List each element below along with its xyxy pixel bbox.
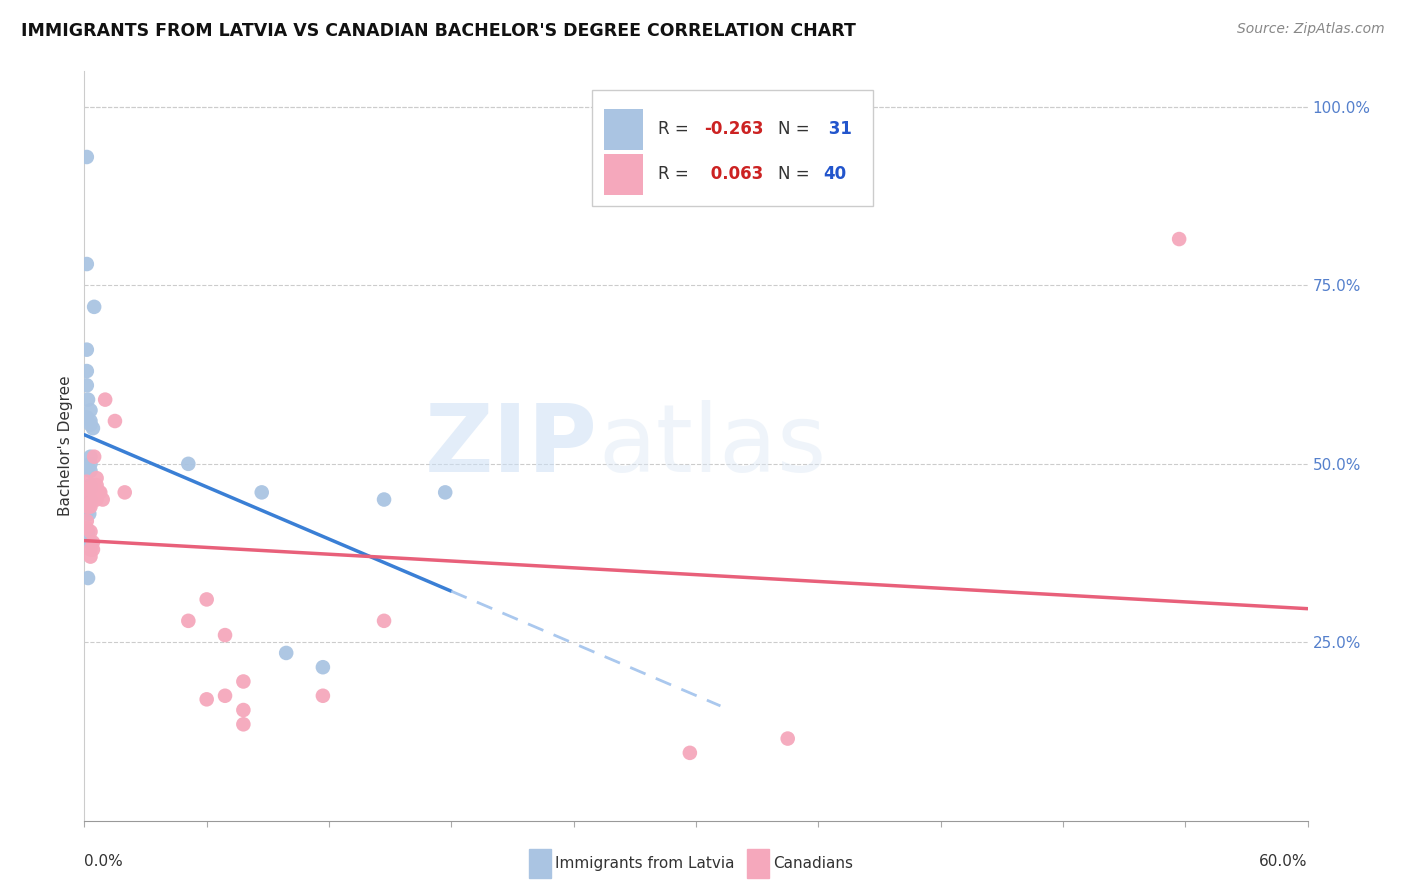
Point	[94, 392, 117, 407]
Point	[79, 450, 101, 464]
Point	[76, 257, 98, 271]
Text: -0.263: -0.263	[704, 120, 763, 138]
Text: IMMIGRANTS FROM LATVIA VS CANADIAN BACHELOR'S DEGREE CORRELATION CHART: IMMIGRANTS FROM LATVIA VS CANADIAN BACHE…	[21, 22, 856, 40]
Point	[76, 378, 98, 392]
Point	[79, 535, 101, 549]
Point	[250, 485, 273, 500]
Point	[86, 471, 108, 485]
Text: R =: R =	[658, 165, 695, 184]
Point	[77, 500, 100, 514]
Point	[373, 492, 395, 507]
Point	[89, 485, 111, 500]
Point	[76, 364, 98, 378]
Point	[79, 457, 101, 471]
Text: 0.0%: 0.0%	[84, 855, 124, 870]
Point	[76, 343, 98, 357]
Point	[312, 689, 335, 703]
Point	[276, 646, 298, 660]
Point	[232, 717, 254, 731]
Point	[195, 592, 218, 607]
Point	[79, 524, 101, 539]
Point	[76, 410, 98, 425]
Point	[77, 524, 100, 539]
Point	[79, 542, 101, 557]
Point	[79, 414, 101, 428]
Point	[79, 482, 101, 496]
Text: 60.0%: 60.0%	[1260, 855, 1308, 870]
Point	[232, 674, 254, 689]
Point	[114, 485, 136, 500]
Point	[195, 692, 218, 706]
Point	[77, 500, 100, 514]
Point	[232, 703, 254, 717]
Bar	[592, 90, 873, 206]
Point	[79, 492, 101, 507]
Point	[76, 500, 98, 514]
Text: Immigrants from Latvia: Immigrants from Latvia	[555, 856, 735, 871]
Point	[79, 464, 101, 478]
Point	[82, 542, 104, 557]
Text: N =: N =	[778, 165, 815, 184]
Point	[776, 731, 799, 746]
Point	[79, 500, 101, 514]
Point	[79, 549, 101, 564]
Point	[79, 478, 101, 492]
Point	[79, 482, 101, 496]
Point	[77, 571, 100, 585]
Point	[434, 485, 457, 500]
Text: ZIP: ZIP	[425, 400, 598, 492]
Point	[76, 150, 98, 164]
Point	[83, 450, 105, 464]
Point	[76, 514, 98, 528]
Point	[82, 421, 104, 435]
Point	[79, 417, 101, 432]
Bar	[605, 109, 644, 150]
Point	[1168, 232, 1191, 246]
Point	[214, 689, 236, 703]
Point	[83, 300, 105, 314]
Point	[83, 478, 105, 492]
Point	[177, 614, 200, 628]
Text: atlas: atlas	[598, 400, 827, 492]
Point	[76, 475, 98, 489]
Text: Source: ZipAtlas.com: Source: ZipAtlas.com	[1237, 22, 1385, 37]
Point	[77, 492, 100, 507]
Point	[373, 614, 395, 628]
Text: R =: R =	[658, 120, 695, 138]
Point	[77, 507, 100, 521]
Point	[312, 660, 335, 674]
Point	[79, 403, 101, 417]
Bar	[605, 153, 644, 195]
Point	[86, 492, 108, 507]
Text: N =: N =	[778, 120, 815, 138]
Point	[91, 492, 114, 507]
Point	[76, 482, 98, 496]
Point	[77, 392, 100, 407]
Point	[77, 503, 100, 517]
Point	[79, 496, 101, 510]
Y-axis label: Bachelor's Degree: Bachelor's Degree	[58, 376, 73, 516]
Point	[177, 457, 200, 471]
Point	[214, 628, 236, 642]
Point	[77, 482, 100, 496]
Text: 40: 40	[823, 165, 846, 184]
Point	[87, 485, 110, 500]
Point	[77, 460, 100, 475]
Text: 0.063: 0.063	[704, 165, 763, 184]
Point	[679, 746, 702, 760]
Point	[86, 478, 108, 492]
Point	[82, 535, 104, 549]
Point	[76, 521, 98, 535]
Point	[104, 414, 127, 428]
Text: Canadians: Canadians	[773, 856, 853, 871]
Text: 31: 31	[823, 120, 852, 138]
